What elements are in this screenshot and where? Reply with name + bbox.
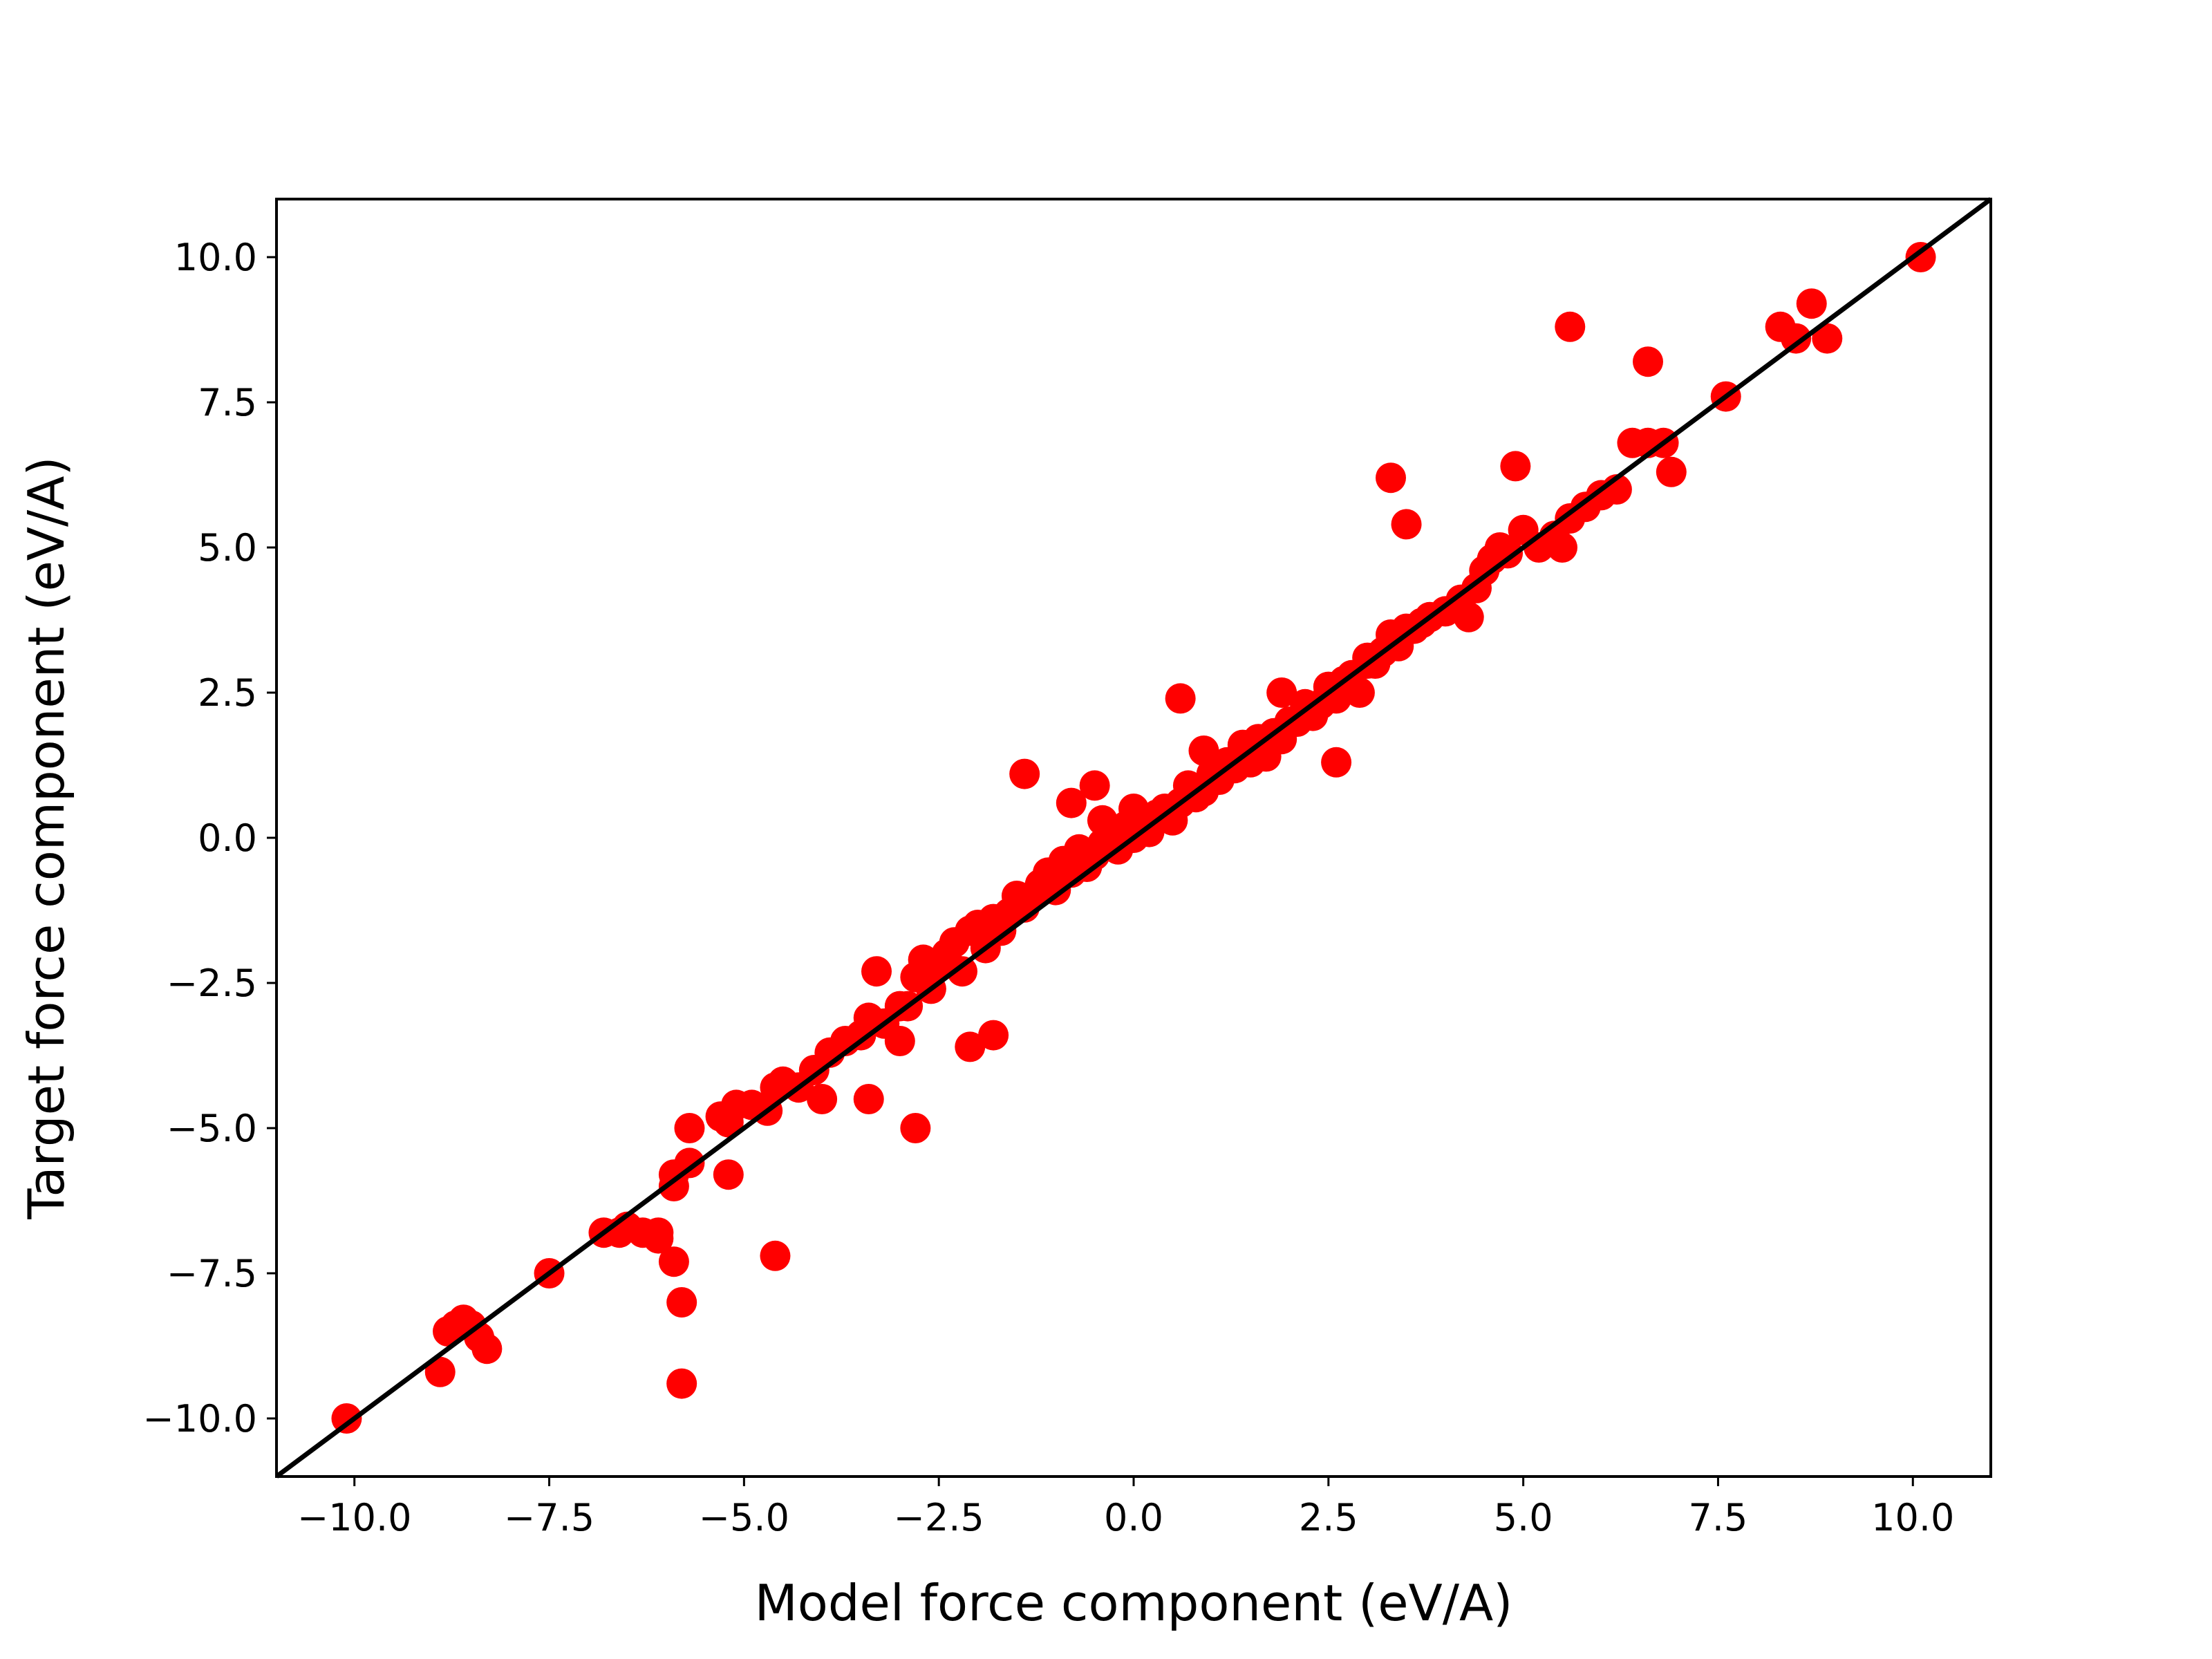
data-point	[1547, 532, 1577, 563]
x-tick-label: 0.0	[1104, 1496, 1163, 1539]
data-point	[666, 1287, 697, 1318]
data-point	[1555, 311, 1586, 342]
x-tick-label: 2.5	[1299, 1496, 1358, 1539]
y-tick-label: 7.5	[198, 381, 257, 424]
y-tick-label: −7.5	[167, 1252, 257, 1295]
y-axis-title: Target force component (eV/A)	[17, 456, 75, 1219]
y-tick-label: −2.5	[167, 962, 257, 1005]
data-point	[760, 1240, 791, 1271]
data-point	[1009, 758, 1040, 789]
data-point	[331, 1403, 362, 1434]
data-point	[900, 1113, 931, 1143]
x-axis-title: Model force component (eV/A)	[755, 1574, 1513, 1632]
data-point	[1376, 462, 1406, 494]
data-point	[713, 1159, 744, 1190]
y-tick-label: 0.0	[198, 816, 257, 860]
x-tick-label: −10.0	[297, 1496, 411, 1539]
data-point	[666, 1368, 697, 1399]
data-point	[1165, 683, 1196, 714]
data-point	[807, 1084, 838, 1114]
data-point	[884, 1026, 915, 1056]
data-point	[1492, 538, 1524, 569]
data-point	[1905, 242, 1936, 272]
x-tick-label: 7.5	[1689, 1496, 1748, 1539]
y-tick-label: 2.5	[198, 671, 257, 715]
data-point	[424, 1356, 456, 1387]
y-tick-label: −10.0	[143, 1397, 257, 1441]
data-point	[1812, 323, 1843, 354]
data-point	[1344, 677, 1375, 708]
data-point	[1453, 601, 1484, 632]
data-point	[978, 1020, 1009, 1051]
x-tick-label: −7.5	[504, 1496, 594, 1539]
data-point	[1796, 288, 1827, 319]
y-tick-label: 5.0	[198, 526, 257, 570]
data-point	[1391, 509, 1422, 540]
identity-line	[274, 197, 1993, 1479]
data-point	[1656, 456, 1687, 487]
data-point	[1056, 787, 1087, 818]
y-tick-label: 10.0	[174, 236, 257, 279]
x-tick-label: 10.0	[1871, 1496, 1954, 1539]
data-point	[658, 1159, 689, 1190]
data-point	[1188, 735, 1219, 766]
reference-line-group	[274, 197, 1993, 1479]
y-tick-label: −5.0	[167, 1107, 257, 1150]
data-point	[1266, 677, 1297, 708]
data-point	[955, 1031, 986, 1062]
data-point	[471, 1333, 503, 1365]
data-point	[643, 1223, 674, 1254]
data-point	[861, 956, 892, 987]
data-point	[658, 1246, 689, 1277]
data-point	[674, 1113, 705, 1143]
data-point	[1118, 794, 1149, 824]
data-point	[947, 956, 977, 987]
data-point	[1087, 805, 1118, 836]
data-point	[1781, 323, 1812, 354]
data-point	[1633, 346, 1663, 377]
data-point	[1001, 881, 1032, 911]
data-point	[853, 1084, 884, 1114]
data-point	[1321, 747, 1352, 778]
data-point	[1079, 770, 1110, 801]
x-tick-label: 5.0	[1494, 1496, 1553, 1539]
data-point	[1500, 451, 1531, 482]
x-axis-ticks: −10.0 −7.5 −5.0 −2.5 0.0 2.5 5.0 7.5 10.0	[297, 1477, 1954, 1539]
y-axis-ticks: −10.0 −7.5 −5.0 −2.5 0.0 2.5 5.0 7.5 10.0	[143, 236, 276, 1441]
x-tick-label: −5.0	[699, 1496, 789, 1539]
x-tick-label: −2.5	[894, 1496, 984, 1539]
